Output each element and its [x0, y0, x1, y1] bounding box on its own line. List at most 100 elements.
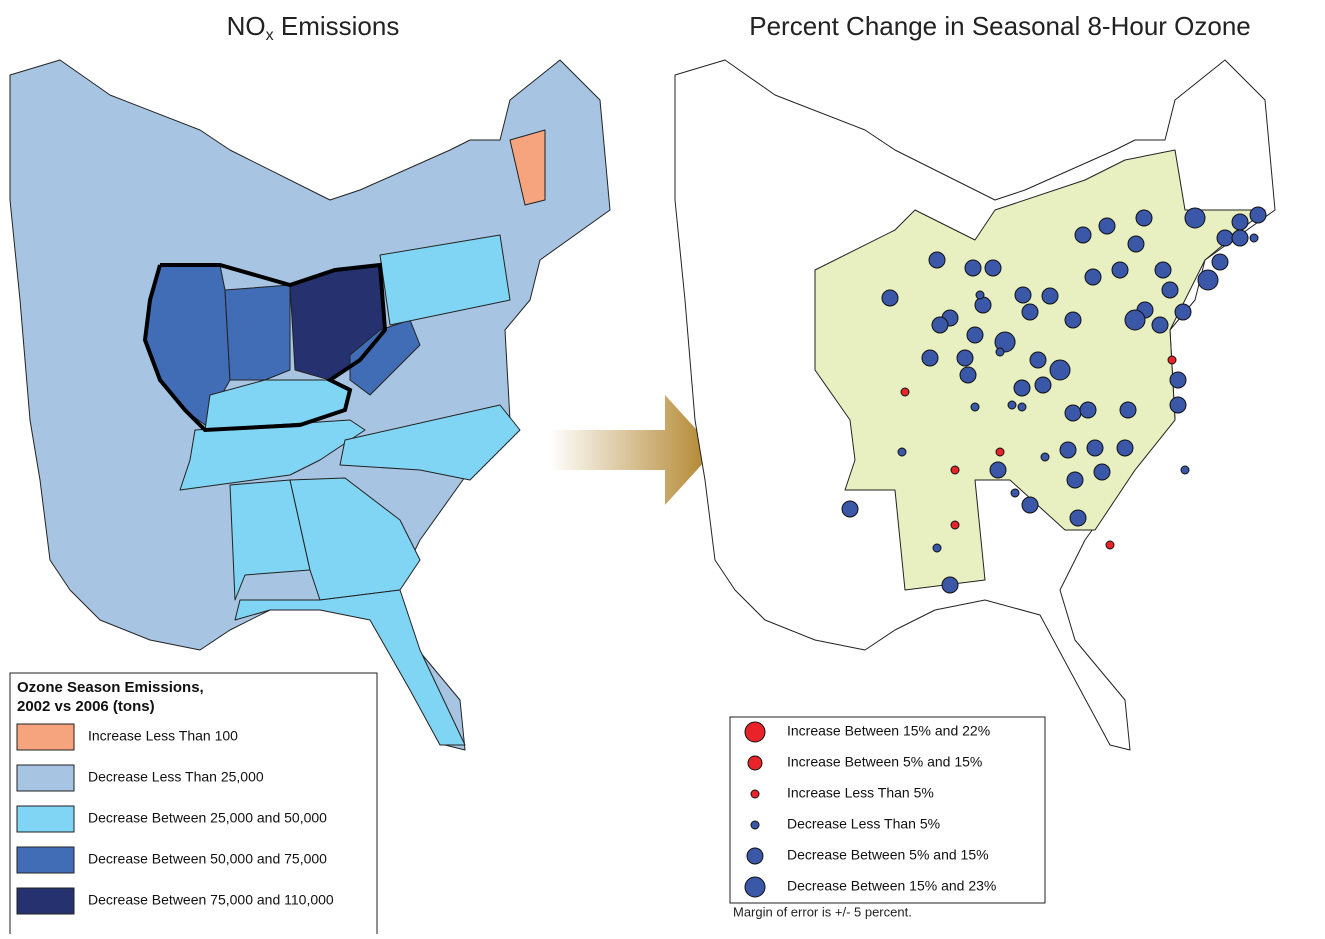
site-marker: [1064, 404, 1082, 422]
site-marker: [1084, 268, 1102, 286]
legend-label: Increase Between 15% and 22%: [787, 723, 990, 739]
legend-symbol: [746, 847, 764, 865]
left-map: [9, 59, 611, 751]
legend-symbol: [750, 820, 760, 830]
site-marker: [1034, 376, 1052, 394]
site-marker: [921, 349, 939, 367]
site-marker: [1169, 371, 1187, 389]
legend-label: Decrease Between 75,000 and 110,000: [88, 892, 334, 908]
site-marker: [1029, 351, 1047, 369]
legend-symbol: [744, 876, 766, 898]
site-marker: [1021, 496, 1039, 514]
site-marker: [995, 347, 1005, 357]
site-marker: [1174, 303, 1192, 321]
legend-label: Increase Less Than 5%: [787, 785, 934, 801]
legend-label: Decrease Less Than 25,000: [88, 769, 264, 785]
site-marker: [1017, 402, 1027, 412]
site-marker: [1211, 253, 1229, 271]
site-marker: [1231, 229, 1249, 247]
site-marker: [1184, 207, 1206, 229]
legend-symbol: [744, 721, 766, 743]
legend-label: Decrease Between 15% and 23%: [787, 878, 996, 894]
left-title: NOx Emissions: [227, 11, 400, 44]
site-marker: [1180, 465, 1190, 475]
legend-label: Decrease Between 5% and 15%: [787, 847, 989, 863]
site-marker: [1040, 452, 1050, 462]
legend-label: Decrease Between 25,000 and 50,000: [88, 810, 327, 826]
right-title: Percent Change in Seasonal 8-Hour Ozone: [749, 11, 1251, 41]
site-marker: [1007, 400, 1017, 410]
site-marker: [928, 251, 946, 269]
site-marker: [975, 290, 985, 300]
site-marker: [1249, 206, 1267, 224]
monitor-sites: [841, 206, 1267, 594]
site-marker: [984, 259, 1002, 277]
site-marker: [1021, 303, 1039, 321]
site-marker: [1093, 463, 1111, 481]
site-marker: [964, 259, 982, 277]
site-marker: [1014, 286, 1032, 304]
site-marker: [941, 576, 959, 594]
legend-label: Increase Less Than 100: [88, 728, 238, 744]
legend-swatch: [16, 805, 75, 833]
site-marker: [841, 500, 859, 518]
site-marker: [966, 326, 984, 344]
site-marker: [1169, 396, 1187, 414]
site-marker: [1161, 281, 1179, 299]
site-marker: [931, 316, 949, 334]
legend-label: Decrease Between 50,000 and 75,000: [88, 851, 327, 867]
site-marker: [994, 331, 1016, 353]
site-marker: [1231, 213, 1249, 231]
legend-label: Decrease Less Than 5%: [787, 816, 940, 832]
legend-title: 2002 vs 2006 (tons): [17, 698, 155, 715]
legend-swatch: [16, 846, 75, 874]
site-marker: [1059, 441, 1077, 459]
site-marker: [1249, 233, 1259, 243]
site-marker: [1086, 439, 1104, 457]
site-marker: [1074, 226, 1092, 244]
site-marker: [1069, 509, 1087, 527]
site-marker: [932, 543, 942, 553]
arrow: [550, 395, 715, 505]
site-marker: [1066, 471, 1084, 489]
legend-swatch: [16, 723, 75, 751]
site-marker: [1119, 401, 1137, 419]
right-map: [674, 59, 1276, 751]
site-marker: [1010, 488, 1020, 498]
site-marker: [1041, 287, 1059, 305]
site-marker: [956, 349, 974, 367]
site-marker: [974, 296, 992, 314]
site-marker: [1167, 355, 1177, 365]
right-legend: [729, 716, 1046, 904]
site-marker: [1064, 311, 1082, 329]
site-marker: [1111, 261, 1129, 279]
site-marker: [950, 465, 960, 475]
site-marker: [897, 447, 907, 457]
site-marker: [1105, 540, 1115, 550]
site-marker: [989, 461, 1007, 479]
site-marker: [1216, 229, 1234, 247]
legend-symbol: [747, 755, 763, 771]
site-marker: [1079, 401, 1097, 419]
note: Margin of error is +/- 5 percent.: [733, 904, 912, 919]
site-marker: [950, 520, 960, 530]
site-marker: [995, 447, 1005, 457]
site-marker: [1151, 316, 1169, 334]
site-marker: [1127, 235, 1145, 253]
site-marker: [900, 387, 910, 397]
site-marker: [881, 289, 899, 307]
legend-label: Increase Between 5% and 15%: [787, 754, 982, 770]
site-marker: [1116, 439, 1134, 457]
site-marker: [970, 402, 980, 412]
site-marker: [1135, 209, 1153, 227]
legend-title: Ozone Season Emissions,: [17, 679, 204, 696]
legend-swatch: [16, 764, 75, 792]
site-marker: [1154, 261, 1172, 279]
legend-swatch: [16, 887, 75, 915]
site-marker: [1197, 269, 1219, 291]
site-marker: [959, 366, 977, 384]
site-marker: [1098, 217, 1116, 235]
legend-symbol: [750, 789, 760, 799]
site-marker: [1049, 359, 1071, 381]
